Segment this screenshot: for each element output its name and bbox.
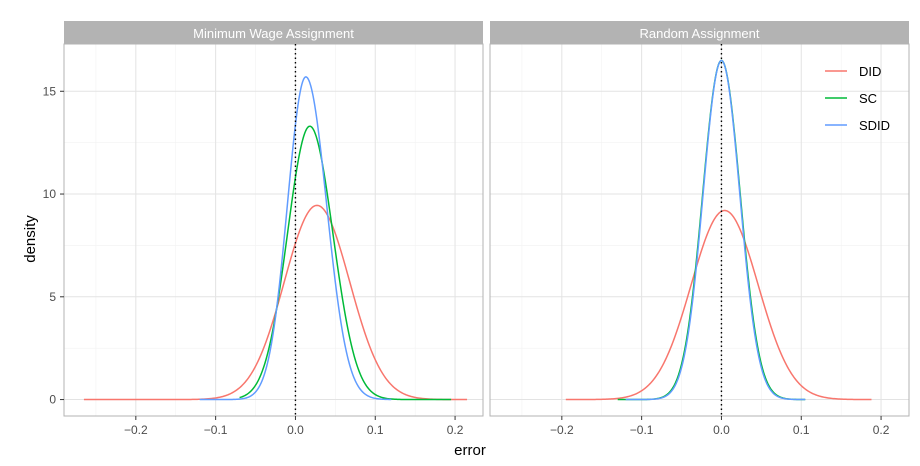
y-tick-label: 10 — [43, 187, 57, 201]
x-tick-label: −0.2 — [550, 423, 574, 437]
curves — [83, 76, 468, 401]
x-axis-title: error — [454, 442, 486, 459]
panel-border — [63, 43, 484, 417]
x-tick-label: 0.1 — [367, 423, 384, 437]
panel-1: Minimum Wage Assignment −0.2 −0.1 0.0 0.1 0.2… — [43, 21, 484, 437]
legend-label-sdid: SDID — [859, 118, 890, 133]
x-tick-label: −0.2 — [124, 423, 148, 437]
density-curve-sdid — [199, 76, 392, 401]
y-tick-label: 5 — [49, 290, 56, 304]
facet-panels: Minimum Wage Assignment −0.2 −0.1 0.0 0.1 0.2… — [43, 21, 910, 437]
density-curve-did — [565, 209, 872, 401]
density-curve-sdid — [625, 59, 806, 401]
legend: DID SC SDID — [825, 64, 890, 133]
panel-2: Random Assignment −0.2 −0.1 0.0 0.1 0.2 — [489, 21, 910, 437]
curves — [565, 59, 872, 401]
x-tick-label: 0.2 — [447, 423, 464, 437]
y-axis-title: density — [22, 215, 39, 263]
y-tick-label: 0 — [49, 393, 56, 407]
facet-strip — [490, 21, 909, 44]
x-tick-label: 0.2 — [873, 423, 890, 437]
facet-strip — [64, 21, 483, 44]
y-tick-label: 15 — [43, 84, 57, 98]
density-curve-sc — [239, 125, 452, 401]
x-tick-label: 0.1 — [793, 423, 810, 437]
legend-label-did: DID — [859, 64, 881, 79]
facet-strip-label: Random Assignment — [640, 26, 760, 41]
density-curve-did — [83, 204, 468, 401]
legend-label-sc: SC — [859, 91, 877, 106]
panel-border — [489, 43, 910, 417]
facet-strip-label: Minimum Wage Assignment — [193, 26, 354, 41]
x-tick-label: 0.0 — [287, 423, 304, 437]
x-tick-label: −0.1 — [204, 423, 228, 437]
x-tick-label: −0.1 — [630, 423, 654, 437]
x-tick-label: 0.0 — [713, 423, 730, 437]
